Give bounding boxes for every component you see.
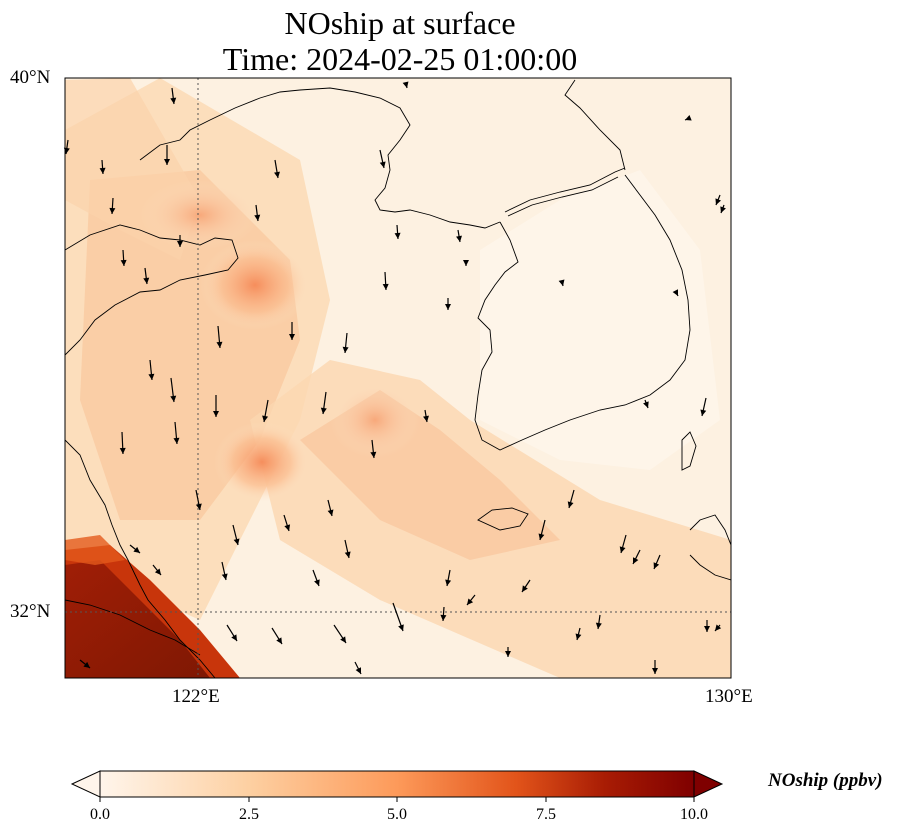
wind-arrow-head (456, 235, 462, 242)
wind-arrow-head (398, 624, 404, 631)
coastline-liaodong (65, 224, 239, 356)
wind-arrow-head (120, 259, 127, 266)
wind-arrow-head (320, 407, 327, 414)
wind-arrow-head (254, 214, 261, 221)
colorbar-label: NOship (ppbv) (768, 770, 883, 791)
wind-arrow-head (99, 167, 106, 174)
map-title: NOship at surface (284, 5, 516, 41)
wind-arrow-head (148, 373, 155, 380)
lon-label-130: 130°E (705, 686, 753, 707)
colorbar-tick-3: 7.5 (536, 806, 556, 823)
wind-arrow-head (314, 579, 320, 586)
wind-arrow-head (216, 341, 223, 348)
wind-arrow-head (133, 546, 140, 553)
wind-arrow-head (370, 451, 377, 458)
wind-arrow-head (720, 206, 726, 213)
wind-arrow-head (715, 198, 722, 205)
wind-arrow-head (355, 667, 361, 674)
wind-arrow-head (164, 159, 170, 165)
wind-arrow-head (467, 598, 474, 605)
wind-arrow-head (143, 277, 150, 284)
wind-arrow-head (522, 585, 528, 592)
wind-arrow-head (119, 447, 126, 454)
wind-arrow-head (423, 415, 429, 422)
wind-arrow-head (379, 161, 386, 168)
wind-arrow-head (463, 260, 469, 266)
wind-arrow-head (402, 81, 409, 88)
wind-arrow-head (177, 241, 183, 247)
wind-arrow-head (538, 533, 545, 540)
coastlines (65, 79, 731, 678)
wind-arrow-head (213, 411, 219, 417)
wind-arrow-head (233, 538, 240, 545)
wind-arrow-head (109, 207, 116, 214)
coastline-korea-west (474, 174, 691, 451)
wind-arrow-head (382, 283, 389, 290)
wind-arrow-head (289, 334, 295, 340)
wind-arrow-head (595, 622, 602, 629)
wind-arrow-head (284, 524, 291, 531)
lat-label-32: 32°N (10, 601, 51, 622)
map-frame (64, 77, 732, 679)
coastline-korea-north (564, 79, 626, 171)
gridlines (65, 78, 731, 678)
hotspot-ellipse (214, 422, 310, 502)
colorbar-tick-4: 10.0 (680, 806, 708, 823)
coastline-japan (681, 431, 731, 581)
wind-arrow-head (83, 661, 90, 668)
wind-arrow-head (342, 346, 349, 353)
colorbar-tick-2: 5.0 (387, 806, 407, 823)
wind-arrow-head (575, 633, 582, 640)
colorbar-tick-1: 2.5 (239, 806, 259, 823)
coastline-korea-dmz (504, 167, 626, 213)
wind-arrow-head (440, 614, 447, 621)
wind-arrow-head (154, 568, 161, 575)
wind-arrow-head (715, 624, 722, 631)
wind-vectors (63, 81, 726, 675)
wind-arrow-head (170, 395, 177, 402)
lat-label-40: 40°N (10, 67, 51, 88)
hotspot-ellipse (330, 382, 420, 458)
wind-arrow-head (195, 503, 202, 510)
colorbar-tick-0: 0.0 (90, 806, 110, 823)
wind-arrow-head (327, 509, 334, 516)
wind-arrow-head (445, 579, 452, 586)
wind-arrow-head (704, 626, 710, 632)
wind-arrow-head (262, 415, 269, 422)
wind-arrow-head (274, 171, 280, 178)
concentration-field (65, 78, 731, 678)
wind-arrow-head (558, 279, 565, 286)
wind-arrow-head (173, 437, 180, 444)
lon-label-122: 122°E (172, 686, 220, 707)
wind-arrow-head (340, 636, 346, 643)
wind-arrow-head (231, 634, 237, 641)
coastline-china-east (65, 439, 216, 678)
wind-arrow-head (643, 401, 649, 408)
coastline-korea-dmz2 (507, 176, 619, 217)
map-subtitle: Time: 2024-02-25 01:00:00 (222, 41, 578, 77)
wind-arrow-head (505, 651, 511, 657)
wind-arrow-head (652, 668, 658, 674)
wind-arrow-head (276, 637, 282, 644)
hotspot-ellipse (200, 240, 310, 330)
wind-arrow-head (672, 289, 678, 296)
wind-arrow-head (633, 557, 639, 564)
wind-arrow-head (567, 501, 574, 508)
wind-arrow-head (221, 573, 228, 580)
coastline-jeju (477, 507, 529, 531)
hotspot-ellipse (140, 180, 260, 250)
wind-arrow-head (445, 304, 451, 310)
wind-arrow-head (685, 114, 692, 121)
wind-arrow-head (653, 562, 660, 569)
coastline-bohai-north (139, 87, 501, 229)
coastline-yangtze (65, 599, 201, 656)
wind-arrow-head (344, 551, 351, 558)
wind-arrow-head (700, 409, 707, 416)
wind-arrow-head (619, 546, 626, 553)
colorbar (70, 770, 724, 802)
wind-arrow-head (170, 97, 177, 104)
wind-arrow-head (394, 232, 401, 239)
